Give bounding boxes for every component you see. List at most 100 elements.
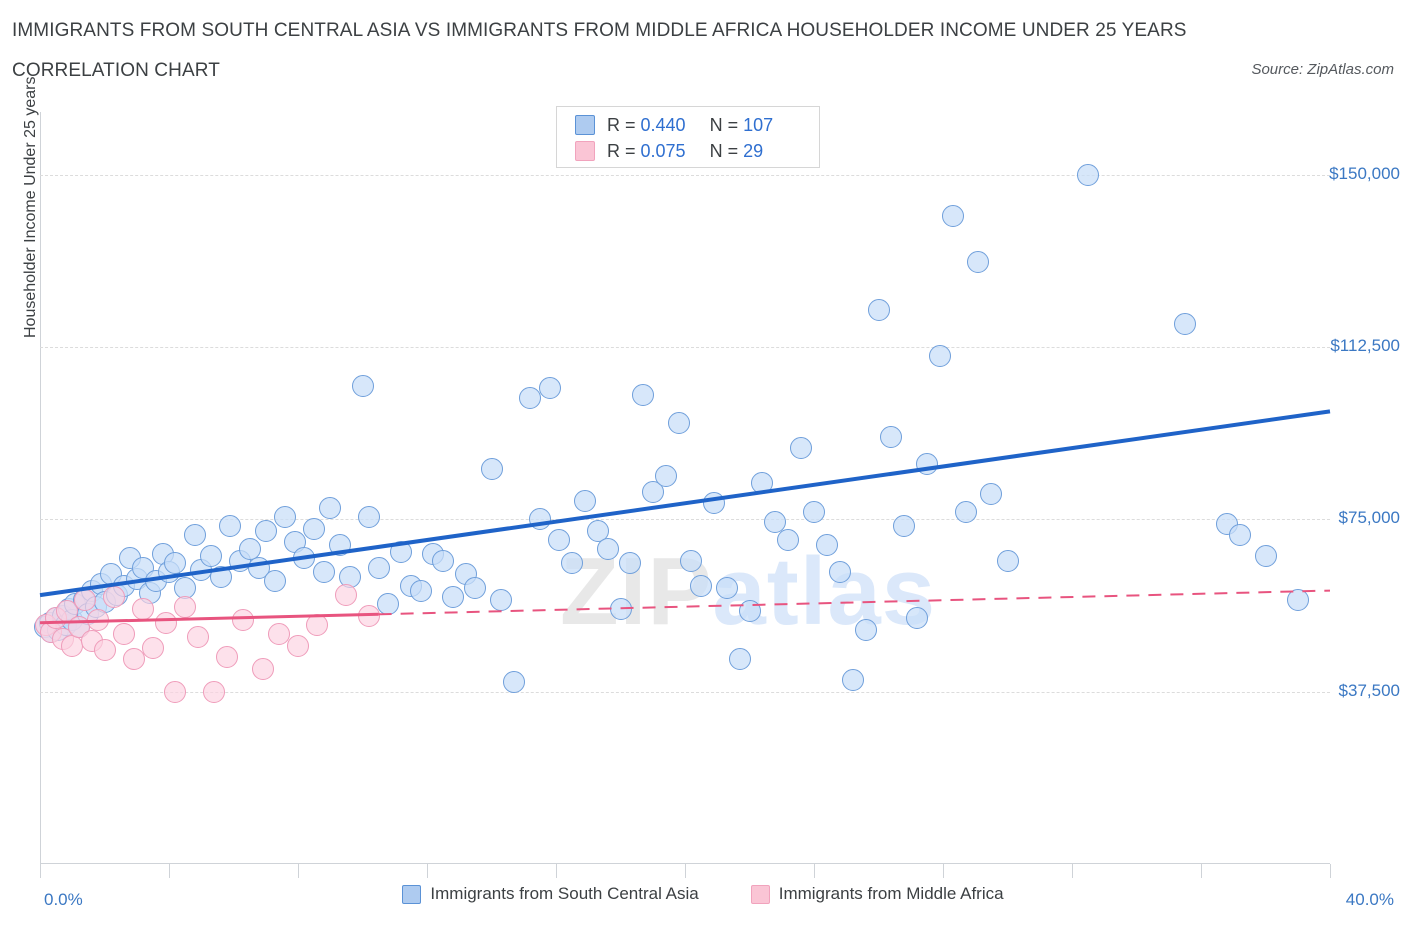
- data-point: [680, 549, 703, 572]
- data-point: [464, 577, 487, 600]
- x-axis-line: [40, 863, 1330, 864]
- stats-row-middle-africa: R = 0.075 N = 29: [575, 138, 763, 164]
- gridline: [40, 346, 1330, 348]
- data-point: [828, 561, 851, 584]
- data-point: [312, 561, 335, 584]
- data-point: [996, 549, 1019, 572]
- stats-row-south-central-asia: R = 0.440 N = 107: [575, 112, 773, 138]
- correlation-stats-box: R = 0.440 N = 107 R = 0.075 N = 29: [556, 106, 820, 168]
- x-axis-tick: [556, 864, 557, 878]
- data-point: [187, 625, 210, 648]
- y-axis-tick-label: $150,000: [1329, 163, 1400, 183]
- data-point: [254, 519, 277, 542]
- data-point: [274, 506, 297, 529]
- trendlines-layer: [39, 409, 1331, 625]
- n-label-pink: N =: [709, 140, 739, 161]
- data-point: [893, 515, 916, 538]
- data-point: [112, 623, 135, 646]
- data-point: [264, 570, 287, 593]
- data-point: [367, 556, 390, 579]
- r-value-pink: 0.075: [640, 140, 686, 161]
- data-point: [432, 549, 455, 572]
- data-point: [980, 483, 1003, 506]
- data-point: [335, 584, 358, 607]
- data-point: [880, 425, 903, 448]
- page-title: IMMIGRANTS FROM SOUTH CENTRAL ASIA VS IM…: [12, 20, 1187, 41]
- data-point: [441, 586, 464, 609]
- data-point: [596, 538, 619, 561]
- data-point: [764, 510, 787, 533]
- data-point: [103, 586, 126, 609]
- data-point: [1077, 163, 1100, 186]
- y-axis-tick-label: $75,000: [1338, 508, 1400, 528]
- gridline: [40, 174, 1330, 176]
- data-point: [357, 506, 380, 529]
- data-point: [1173, 313, 1196, 336]
- data-point: [1254, 545, 1277, 568]
- plot-area: ZIPatlas: [33, 112, 1331, 864]
- data-point: [203, 680, 226, 703]
- legend-item-south-central-asia[interactable]: Immigrants from South Central Asia: [402, 884, 699, 904]
- x-axis-tick: [427, 864, 428, 878]
- data-point: [267, 623, 290, 646]
- data-point: [351, 375, 374, 398]
- data-point: [574, 489, 597, 512]
- x-axis-tick: [298, 864, 299, 878]
- data-point: [199, 545, 222, 568]
- gridline: [40, 691, 1330, 693]
- data-point: [303, 517, 326, 540]
- data-point: [141, 637, 164, 659]
- n-label-blue: N =: [709, 114, 739, 135]
- data-point: [941, 205, 964, 228]
- gridline: [40, 519, 1330, 521]
- x-axis-tick: [169, 864, 170, 878]
- data-point: [777, 529, 800, 551]
- y-axis-tick-label: $37,500: [1338, 680, 1400, 700]
- x-axis-tick: [40, 864, 41, 878]
- r-label-blue: R =: [607, 114, 636, 135]
- y-axis-title-text: Householder Income Under 25 years: [22, 76, 39, 338]
- x-axis-tick: [1330, 864, 1331, 878]
- data-point: [867, 299, 890, 322]
- data-point: [219, 515, 242, 538]
- pink-swatch-icon: [575, 141, 595, 161]
- r-value-blue: 0.440: [640, 114, 686, 135]
- data-point: [1228, 524, 1251, 547]
- data-point: [667, 411, 690, 434]
- data-point: [954, 501, 977, 524]
- data-point: [238, 538, 261, 561]
- data-point: [586, 519, 609, 542]
- data-point: [1286, 588, 1309, 611]
- y-axis-line: [40, 112, 41, 864]
- x-axis-max-label: 40.0%: [1345, 890, 1394, 909]
- data-point: [728, 648, 751, 671]
- data-point: [232, 609, 255, 632]
- legend-blue-swatch-icon: [402, 884, 422, 904]
- data-point: [619, 551, 642, 574]
- data-point: [122, 648, 145, 671]
- n-value-pink: 29: [743, 140, 764, 161]
- data-point: [906, 607, 929, 630]
- blue-swatch-icon: [575, 115, 595, 135]
- data-point: [251, 657, 274, 680]
- data-point: [715, 577, 738, 600]
- data-point: [632, 384, 655, 407]
- trendline-middle-africa-solid: [39, 612, 379, 625]
- n-value-blue: 107: [743, 114, 774, 135]
- data-point: [319, 496, 342, 519]
- trendline-middle-africa-dashed: [378, 589, 1331, 616]
- data-point: [641, 480, 664, 503]
- legend-item-middle-africa[interactable]: Immigrants from Middle Africa: [750, 884, 1004, 904]
- data-point: [174, 595, 197, 618]
- x-axis-tick: [685, 864, 686, 878]
- data-point: [967, 250, 990, 273]
- data-point: [183, 524, 206, 547]
- data-point: [519, 386, 542, 409]
- data-point: [216, 646, 239, 669]
- data-point: [287, 634, 309, 657]
- data-point: [503, 671, 526, 694]
- chart-legend: Immigrants from South Central Asia Immig…: [0, 884, 1406, 904]
- data-point: [690, 574, 713, 597]
- data-point: [815, 533, 838, 556]
- data-point: [928, 345, 951, 368]
